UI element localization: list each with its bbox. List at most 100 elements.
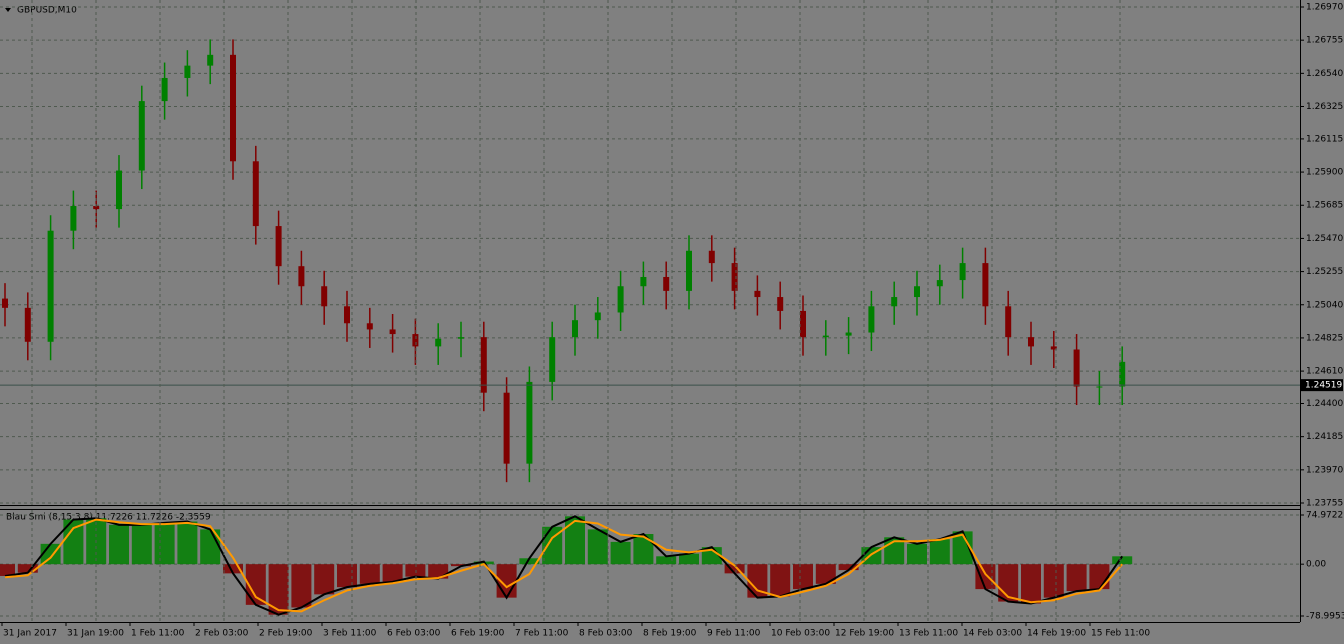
candle-body [686,250,692,291]
candle-body [868,306,875,333]
candle-body [1119,361,1126,387]
histogram-bar [359,564,380,584]
candle-body [572,320,578,338]
candle-body [93,206,100,210]
histogram-bar [838,564,859,571]
histogram-bar [17,564,38,573]
x-tick-label: 6 Feb 03:00 [387,629,441,639]
candle-body [1005,306,1012,338]
x-tick-label: 9 Feb 11:00 [707,629,761,639]
candle-body [959,263,966,281]
histogram-bar [929,539,950,565]
y-tick-label: -78.9953 [1306,612,1344,622]
candle-body [1096,386,1103,388]
histogram-bar [724,564,745,574]
candle-body [663,276,670,291]
candle-body [366,323,373,330]
histogram-bar [565,516,585,565]
candle-body [640,276,647,287]
histogram-bar [177,521,198,565]
histogram-bar [337,564,357,588]
histogram-bar [770,564,791,597]
histogram-bar [679,553,699,565]
y-tick-label: 1.23970 [1306,465,1343,475]
histogram-bar [747,564,768,598]
x-tick-label: 15 Feb 11:00 [1091,629,1150,639]
candle-body [344,306,350,324]
y-tick-label: 1.24185 [1306,432,1343,442]
y-tick-label: 1.24825 [1306,333,1343,343]
candle-body [161,77,168,102]
candle-body [914,286,920,298]
candle-body [116,170,122,210]
x-tick-label: 12 Feb 19:00 [835,629,894,639]
candle-body [891,297,898,307]
histogram-bar [0,564,15,576]
candle-body [435,338,442,347]
y-tick-label: 1.24400 [1306,399,1343,409]
histogram-bar [245,564,266,605]
x-tick-label: 6 Feb 19:00 [451,629,505,639]
x-tick-label: 10 Feb 03:00 [771,629,830,639]
candle-body [184,65,191,78]
histogram-bar [131,524,152,565]
candle-body [617,286,624,313]
y-tick-label: 1.25040 [1306,300,1343,310]
candle-body [138,101,145,171]
histogram-bar [1043,564,1064,598]
histogram-bar [907,543,927,565]
histogram-bar [1021,564,1041,604]
y-tick-label: 1.24610 [1306,367,1343,377]
histogram-bar [314,564,335,595]
candle-body [777,297,784,311]
histogram-bar [633,534,654,565]
candle-body [321,286,328,307]
x-tick-label: 7 Feb 11:00 [515,629,569,639]
y-tick-label: 1.25255 [1306,267,1343,277]
y-tick-label: 1.26325 [1306,102,1343,112]
candle-body [230,54,236,162]
y-tick-label: 1.26115 [1306,134,1343,144]
histogram-bar [154,522,175,565]
x-tick-label: 1 Feb 11:00 [131,629,185,639]
histogram-bar [587,529,608,565]
candle-body [594,312,601,321]
symbol-title: GBPUSD,M10 [17,6,77,16]
histogram-bar [815,564,836,584]
histogram-bar [542,526,563,565]
x-tick-label: 31 Jan 2017 [3,629,57,639]
x-tick-label: 2 Feb 03:00 [195,629,249,639]
candle-body [1050,346,1057,350]
histogram-bar [952,531,973,565]
candle-body [70,206,77,231]
y-tick-label: 1.26755 [1306,36,1343,46]
histogram-bar [610,541,631,565]
x-tick-label: 14 Feb 19:00 [1027,629,1086,639]
histogram-bar [223,564,243,574]
candle-body [549,337,556,382]
candle-body [936,280,943,287]
candle-body [389,329,396,335]
candle-body [24,307,31,342]
last-price-label: 1.24519 [1305,381,1342,391]
candle-body [2,298,8,308]
menu-arrow [5,8,11,12]
y-tick-label: 0.00 [1306,560,1326,570]
indicator-title: Blau Smi (8,15,3,8) 11.7226 11.7226 -2.3… [6,513,211,523]
histogram-bar [405,564,426,577]
histogram-bar [109,524,129,565]
candle-body [982,263,989,307]
candle-body [503,392,510,464]
candle-body [1073,349,1080,387]
candle-body [207,54,214,66]
histogram-bar [291,564,312,608]
x-tick-label: 8 Feb 19:00 [643,629,697,639]
candle-body [1028,337,1034,347]
candle-body [252,161,259,227]
histogram-bar [1066,564,1087,592]
candle-body [458,337,464,339]
histogram-bar [382,564,403,582]
candle-body [822,335,829,338]
y-tick-label: 1.25470 [1306,234,1343,244]
